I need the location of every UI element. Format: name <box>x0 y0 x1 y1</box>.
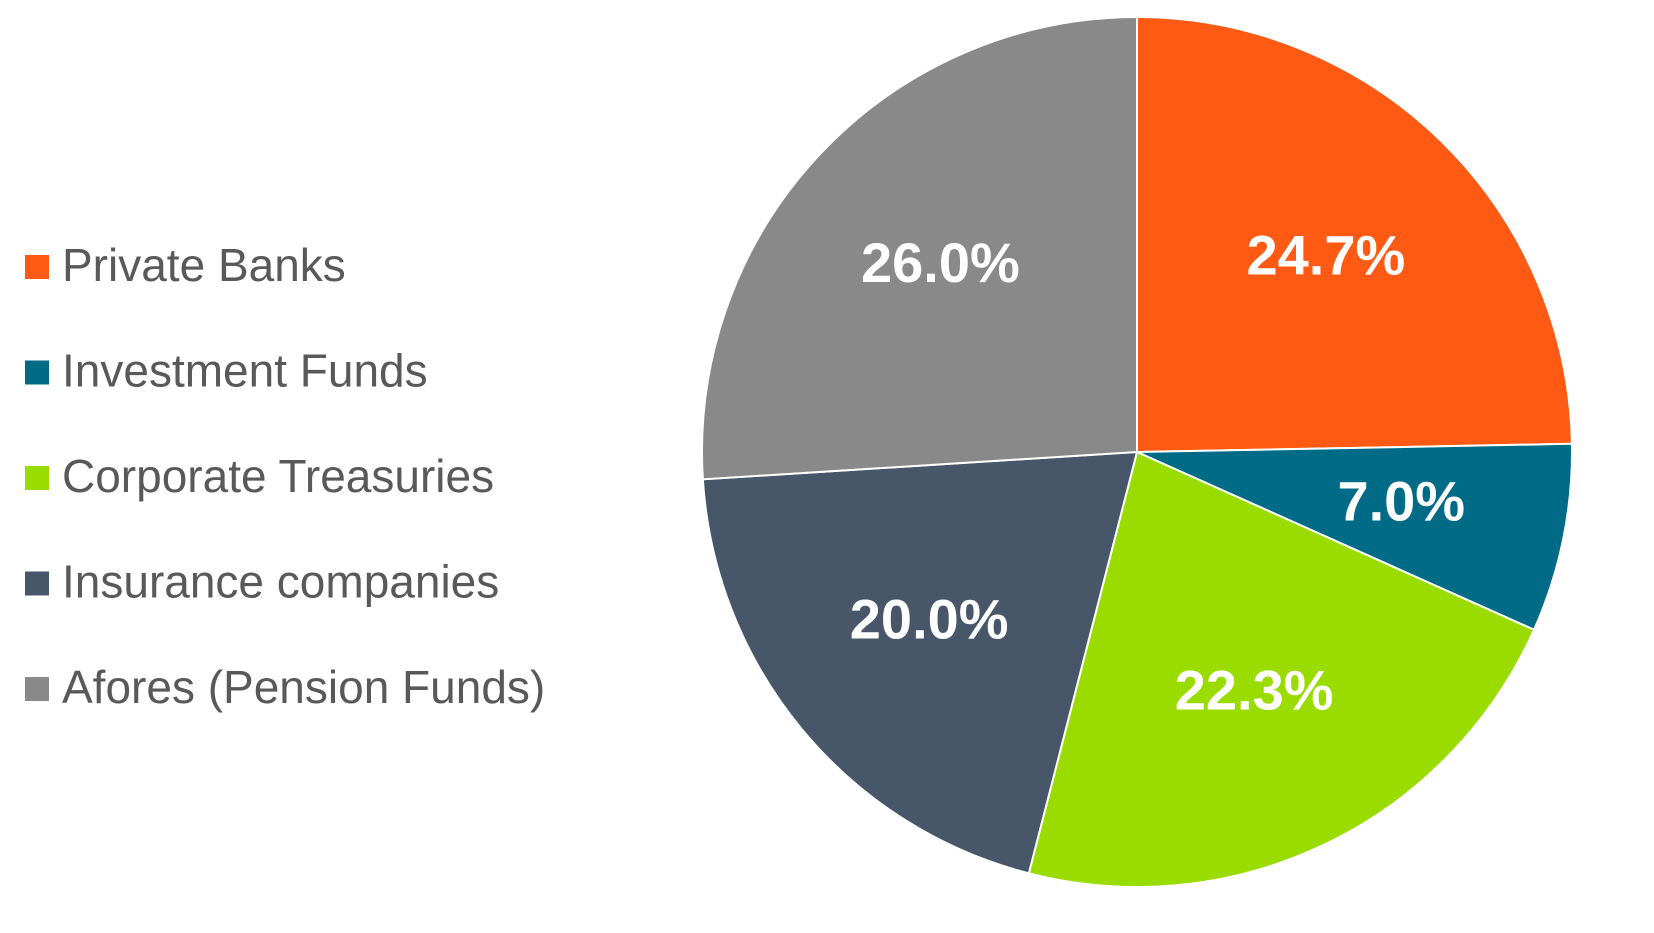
legend-swatch <box>25 255 49 279</box>
pie-slice <box>701 15 1138 481</box>
slice-label: 7.0% <box>1337 470 1465 533</box>
legend-label: Investment Funds <box>62 345 428 397</box>
slice-label: 26.0% <box>861 231 1020 294</box>
legend-label: Corporate Treasuries <box>62 450 494 502</box>
slice-label: 20.0% <box>850 588 1009 651</box>
pie-slice <box>1027 450 1536 888</box>
legend-label: Afores (Pension Funds) <box>62 661 545 713</box>
slice-label: 22.3% <box>1175 659 1334 722</box>
pie-slice <box>701 450 1139 875</box>
slice-label: 24.7% <box>1247 223 1406 286</box>
legend-label: Private Banks <box>62 239 346 291</box>
legend-swatch <box>25 466 49 490</box>
legend-swatch <box>25 360 49 385</box>
legend-swatch <box>25 677 49 701</box>
pie-slice <box>1136 15 1573 454</box>
pie-slice <box>1136 442 1573 632</box>
legend-label: Insurance companies <box>62 556 499 608</box>
legend-swatch <box>25 571 49 596</box>
